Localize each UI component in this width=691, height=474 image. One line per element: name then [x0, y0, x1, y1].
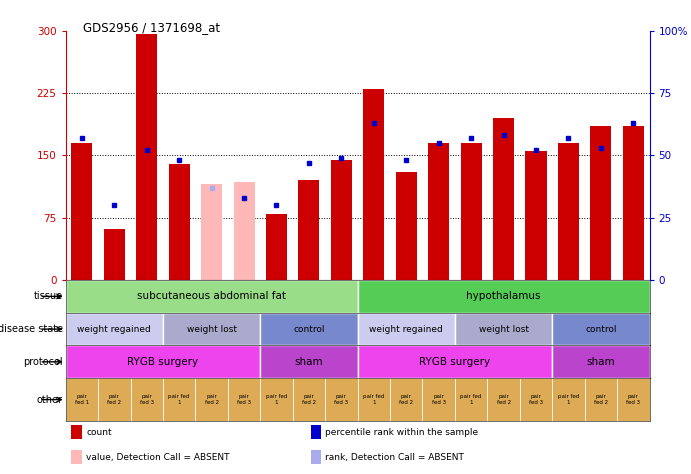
- Text: count: count: [86, 428, 112, 437]
- Text: pair
fed 2: pair fed 2: [594, 394, 608, 405]
- Text: pair fed
1: pair fed 1: [558, 394, 579, 405]
- Bar: [325, 378, 358, 421]
- Bar: [520, 378, 552, 421]
- Bar: [261, 313, 358, 346]
- Bar: [363, 89, 384, 280]
- Bar: [396, 172, 417, 280]
- Text: RYGB surgery: RYGB surgery: [419, 357, 491, 367]
- Bar: [104, 228, 125, 280]
- Bar: [98, 378, 131, 421]
- Bar: [261, 378, 293, 421]
- Bar: [66, 313, 163, 346]
- Text: subcutaneous abdominal fat: subcutaneous abdominal fat: [137, 292, 286, 301]
- Bar: [331, 160, 352, 280]
- Bar: [163, 378, 196, 421]
- Text: pair fed
1: pair fed 1: [169, 394, 190, 405]
- Bar: [71, 450, 82, 464]
- Text: weight regained: weight regained: [370, 325, 443, 334]
- Bar: [266, 214, 287, 280]
- Bar: [617, 378, 650, 421]
- Bar: [234, 182, 254, 280]
- Bar: [461, 143, 482, 280]
- Y-axis label: other: other: [37, 394, 63, 405]
- Text: pair
fed 3: pair fed 3: [432, 394, 446, 405]
- Text: pair
fed 3: pair fed 3: [626, 394, 641, 405]
- Text: pair
fed 2: pair fed 2: [497, 394, 511, 405]
- Text: pair
fed 2: pair fed 2: [302, 394, 316, 405]
- Bar: [552, 313, 650, 346]
- Bar: [358, 280, 650, 313]
- Bar: [493, 118, 514, 280]
- Text: control: control: [585, 325, 616, 334]
- Bar: [311, 425, 321, 439]
- Bar: [311, 450, 321, 464]
- Text: value, Detection Call = ABSENT: value, Detection Call = ABSENT: [86, 453, 229, 462]
- Text: pair
fed 3: pair fed 3: [334, 394, 348, 405]
- Y-axis label: tissue: tissue: [34, 292, 63, 301]
- Bar: [136, 34, 158, 280]
- Bar: [390, 378, 422, 421]
- Bar: [66, 378, 98, 421]
- Bar: [455, 313, 552, 346]
- Text: pair
fed 2: pair fed 2: [205, 394, 218, 405]
- Bar: [422, 378, 455, 421]
- Y-axis label: protocol: protocol: [23, 357, 63, 367]
- Bar: [487, 378, 520, 421]
- Text: pair
fed 3: pair fed 3: [529, 394, 543, 405]
- Bar: [163, 313, 261, 346]
- Text: pair
fed 3: pair fed 3: [140, 394, 154, 405]
- Bar: [552, 378, 585, 421]
- Bar: [428, 143, 449, 280]
- Bar: [131, 378, 163, 421]
- Bar: [71, 425, 82, 439]
- Bar: [169, 164, 190, 280]
- Bar: [590, 127, 612, 280]
- Bar: [261, 346, 358, 378]
- Bar: [66, 280, 358, 313]
- Bar: [358, 346, 552, 378]
- Text: hypothalamus: hypothalamus: [466, 292, 541, 301]
- Text: percentile rank within the sample: percentile rank within the sample: [325, 428, 479, 437]
- Bar: [196, 378, 228, 421]
- Text: pair fed
1: pair fed 1: [363, 394, 384, 405]
- Text: sham: sham: [587, 357, 615, 367]
- Bar: [228, 378, 261, 421]
- Text: pair
fed 1: pair fed 1: [75, 394, 89, 405]
- Bar: [201, 184, 223, 280]
- Text: rank, Detection Call = ABSENT: rank, Detection Call = ABSENT: [325, 453, 464, 462]
- Bar: [525, 151, 547, 280]
- Bar: [552, 346, 650, 378]
- Bar: [558, 143, 579, 280]
- Text: RYGB surgery: RYGB surgery: [127, 357, 198, 367]
- Bar: [623, 127, 644, 280]
- Text: pair
fed 2: pair fed 2: [399, 394, 413, 405]
- Text: pair
fed 2: pair fed 2: [107, 394, 122, 405]
- Text: weight lost: weight lost: [187, 325, 236, 334]
- Text: weight lost: weight lost: [479, 325, 529, 334]
- Bar: [66, 346, 261, 378]
- Bar: [299, 180, 319, 280]
- Text: sham: sham: [294, 357, 323, 367]
- Bar: [585, 378, 617, 421]
- Bar: [293, 378, 325, 421]
- Bar: [455, 378, 487, 421]
- Bar: [358, 313, 455, 346]
- Text: pair fed
1: pair fed 1: [266, 394, 287, 405]
- Text: weight regained: weight regained: [77, 325, 151, 334]
- Y-axis label: disease state: disease state: [0, 324, 63, 334]
- Text: GDS2956 / 1371698_at: GDS2956 / 1371698_at: [83, 21, 220, 34]
- Text: pair fed
1: pair fed 1: [460, 394, 482, 405]
- Text: control: control: [293, 325, 325, 334]
- Text: pair
fed 3: pair fed 3: [237, 394, 251, 405]
- Bar: [71, 143, 93, 280]
- Bar: [358, 378, 390, 421]
